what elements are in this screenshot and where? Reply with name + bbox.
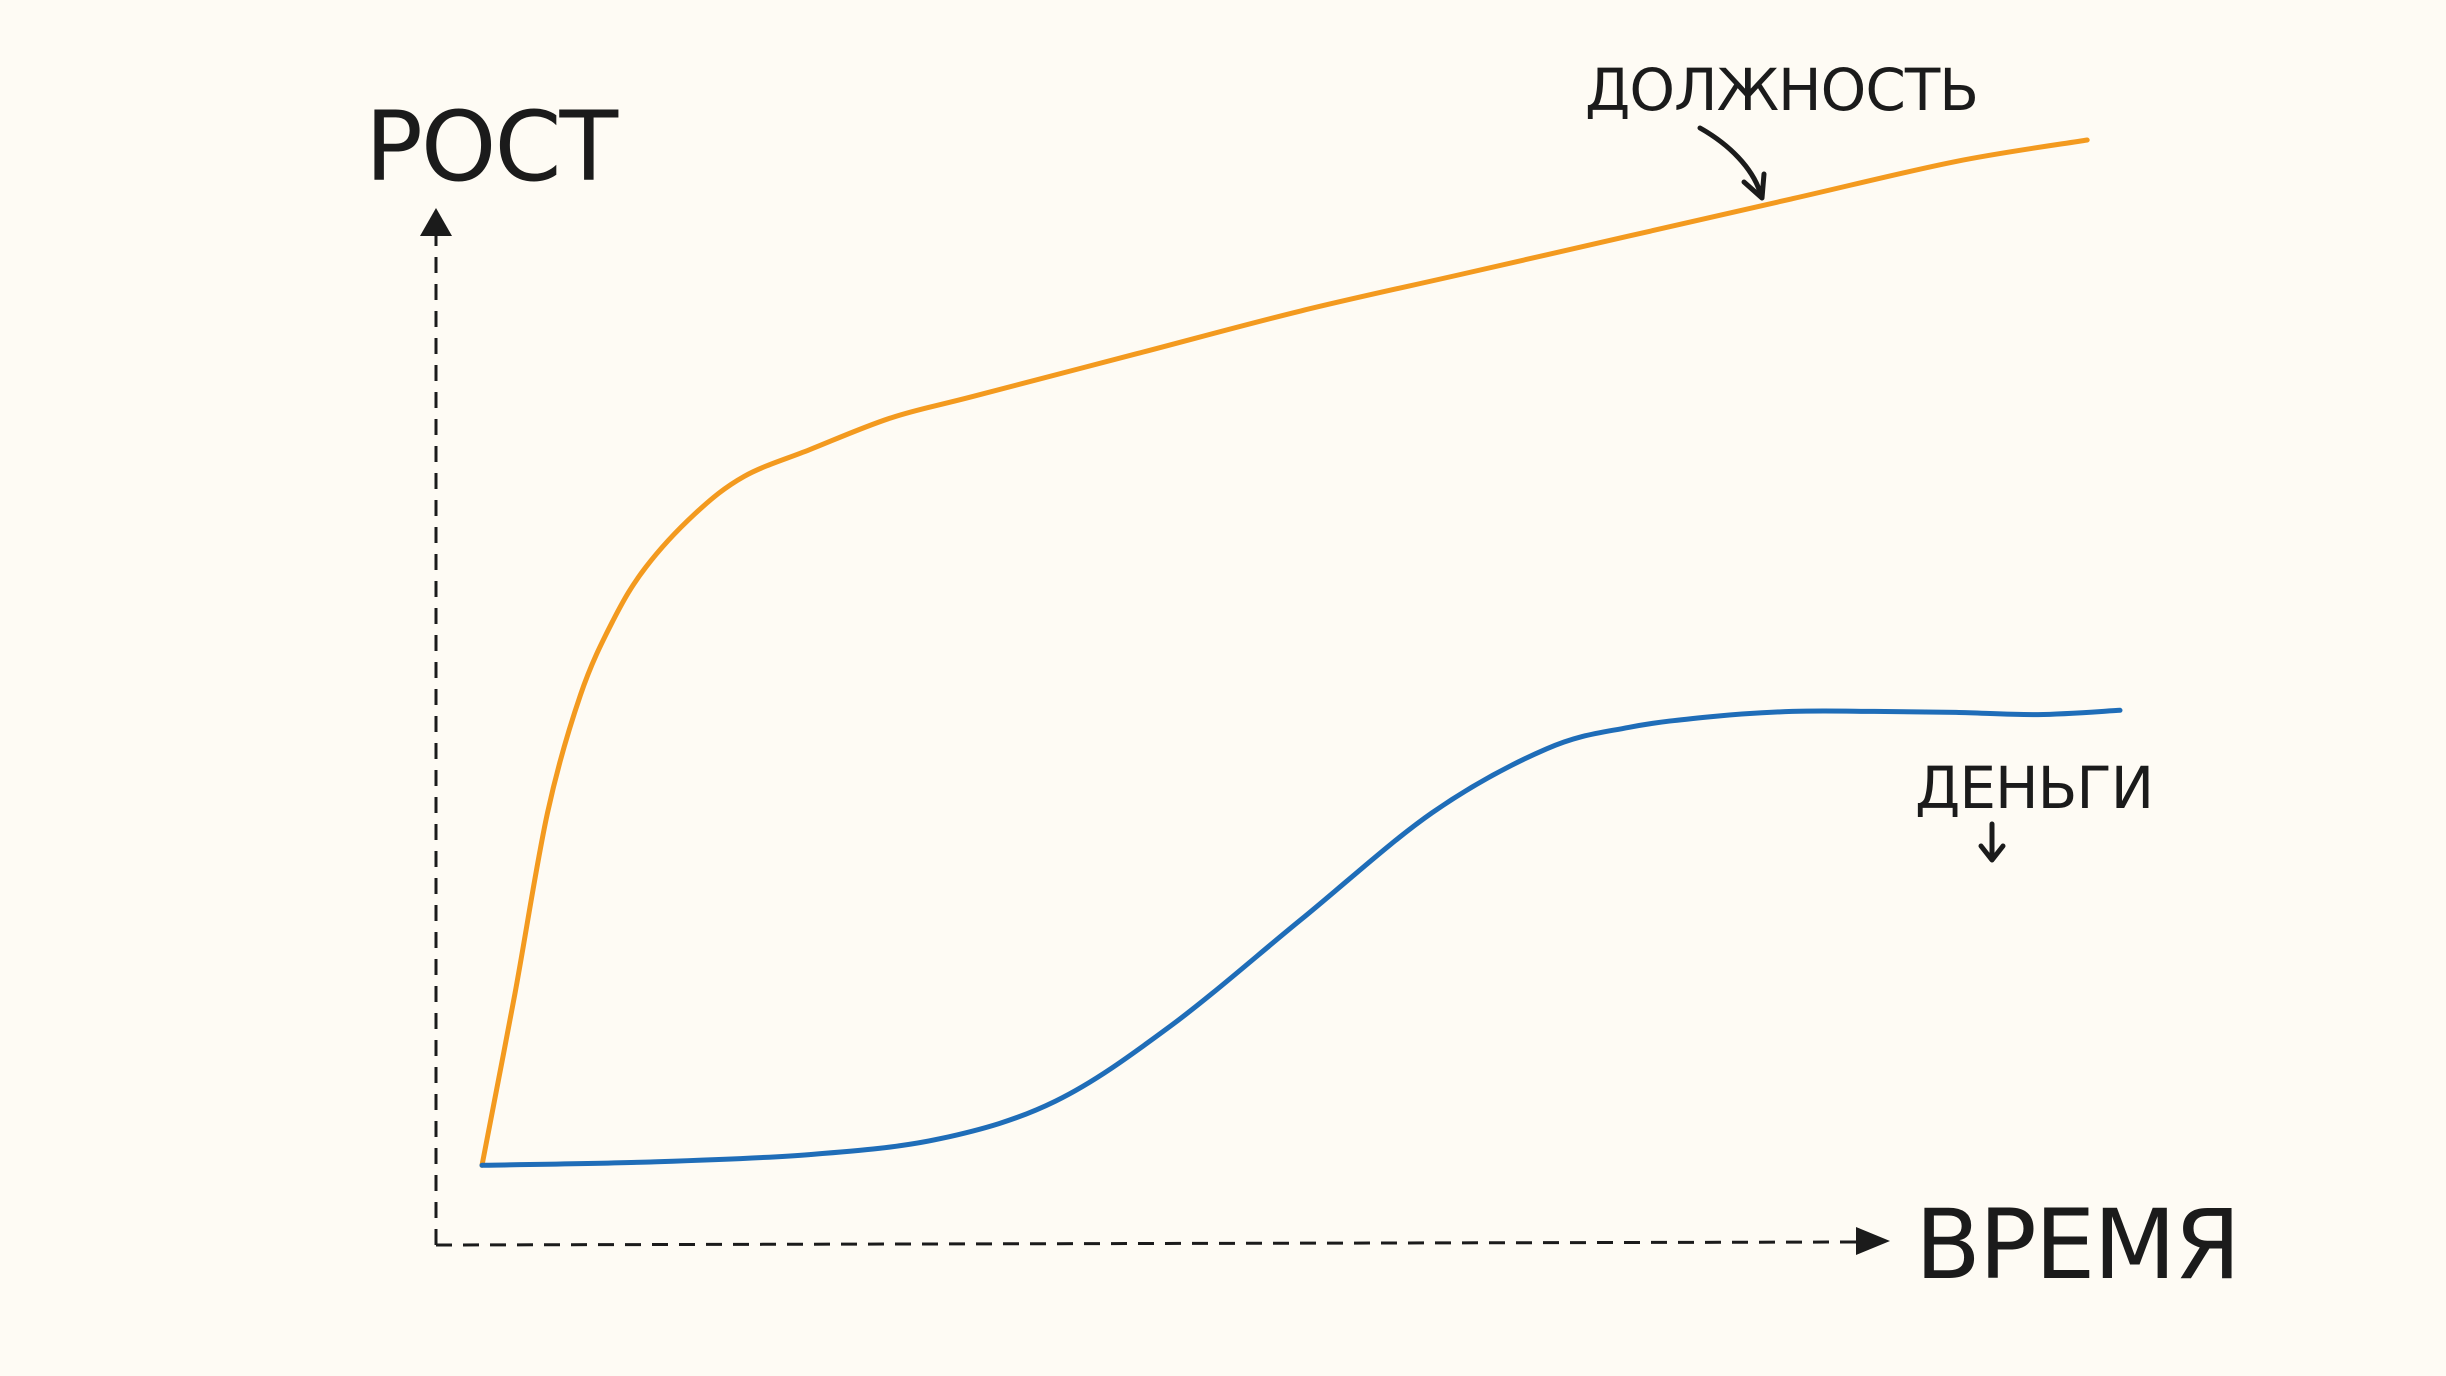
label-arrowhead-position [1741, 171, 1767, 201]
label-arrow-position [1697, 125, 1763, 195]
x-axis-line [435, 1240, 1859, 1247]
label-arrowhead-money [1978, 843, 2006, 863]
series-line-position [479, 137, 2090, 1168]
y-axis-title: РОСТ [365, 91, 618, 203]
series-label-position: ДОЛЖНОСТЬ [1585, 56, 1978, 124]
series-line-money [479, 707, 2123, 1168]
series-label-money: ДЕНЬГИ [1915, 754, 2153, 822]
x-axis-arrowhead [1856, 1227, 1890, 1255]
x-axis-title: ВРЕМЯ [1915, 1189, 2239, 1301]
y-axis-arrowhead [420, 208, 452, 236]
